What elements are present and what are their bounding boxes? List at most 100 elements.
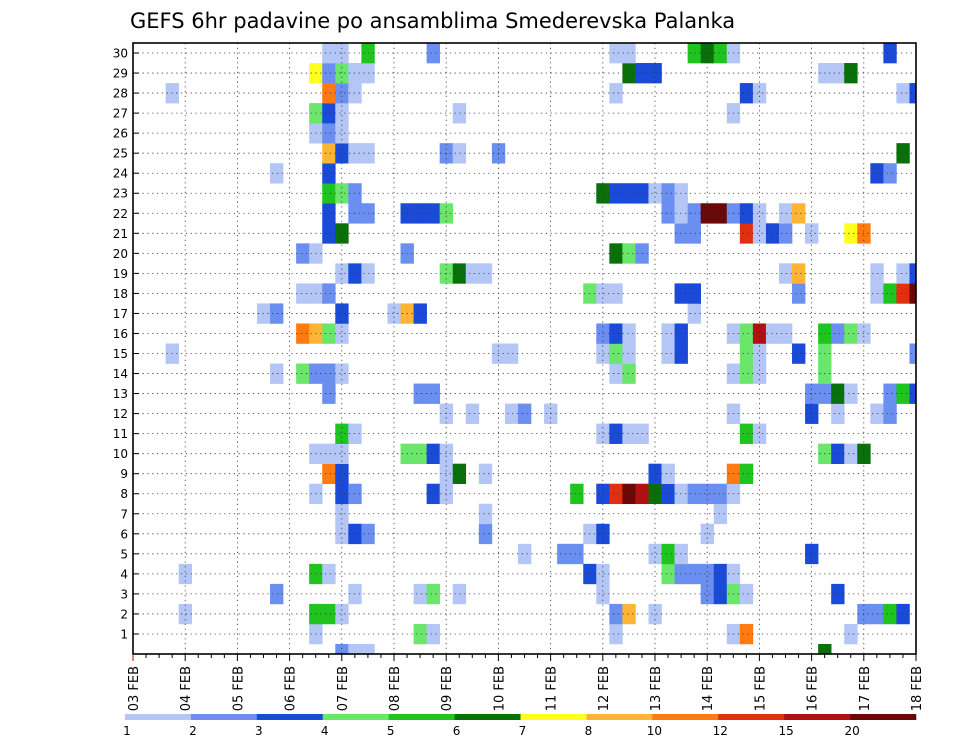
- heat-cell: [596, 583, 610, 605]
- heat-cell: [792, 343, 806, 364]
- heat-cell: [609, 423, 623, 444]
- heat-cell: [335, 83, 349, 104]
- heat-cell: [622, 243, 636, 264]
- heat-cell: [413, 203, 427, 224]
- x-tick-label: 17 FEB: [858, 666, 873, 711]
- heat-cell: [348, 423, 362, 444]
- heat-cell: [413, 623, 427, 645]
- heat-cell: [361, 43, 375, 64]
- heat-cell: [270, 363, 284, 384]
- heat-cell: [805, 223, 819, 244]
- heat-cell: [700, 483, 715, 505]
- legend-swatch: [388, 714, 455, 720]
- heat-cell: [778, 223, 793, 244]
- legend-label: 1: [123, 724, 131, 738]
- heat-cell: [439, 143, 454, 164]
- y-tick-label: 14: [113, 367, 128, 381]
- heat-cell: [687, 563, 701, 585]
- x-tick-label: 13 FEB: [649, 666, 664, 711]
- x-axis: 03 FEB 04 FEB 05 FEB 06 FEB 07 FEB 08 FEB 09 F…: [127, 654, 925, 711]
- heat-cell: [739, 423, 754, 444]
- y-tick-label: 20: [113, 247, 128, 261]
- heat-cell: [805, 543, 819, 565]
- heat-cell: [700, 563, 715, 585]
- heat-cell: [348, 583, 362, 605]
- legend-swatch: [718, 714, 785, 720]
- legend-swatch: [322, 714, 389, 720]
- y-axis: 1234567891011121314151617181920212223242…: [113, 47, 139, 641]
- heat-cell: [335, 63, 349, 84]
- heat-cell: [335, 483, 349, 505]
- y-tick-label: 2: [120, 607, 128, 621]
- y-tick-label: 29: [113, 67, 128, 81]
- heat-cell: [335, 223, 349, 244]
- heat-cell: [465, 263, 480, 284]
- heat-cell: [596, 483, 610, 505]
- x-tick-label: 06 FEB: [284, 666, 299, 711]
- heat-cell: [831, 323, 845, 344]
- heat-cell: [909, 383, 917, 404]
- legend-label: 20: [844, 724, 859, 738]
- y-tick-label: 22: [113, 207, 128, 221]
- heat-cell: [322, 83, 336, 104]
- heat-cell: [883, 403, 897, 424]
- heat-cell: [713, 563, 728, 585]
- chart-title: GEFS 6hr padavine po ansamblima Smederev…: [130, 9, 735, 33]
- y-tick-label: 28: [113, 87, 128, 101]
- heat-cell: [739, 343, 754, 364]
- heat-cell: [361, 643, 375, 655]
- y-tick-label: 11: [113, 427, 128, 441]
- heat-cell: [909, 343, 917, 364]
- legend-label: 10: [647, 724, 662, 738]
- heat-cell: [322, 383, 336, 404]
- legend-swatch: [850, 714, 917, 720]
- legend-label: 5: [387, 724, 395, 738]
- heat-cell: [661, 543, 675, 565]
- heat-cell: [687, 43, 701, 64]
- heat-cell: [322, 143, 336, 164]
- heat-cell: [361, 203, 375, 224]
- heat-cell: [348, 263, 362, 284]
- heat-cell: [517, 543, 532, 565]
- y-tick-label: 7: [120, 507, 128, 521]
- heat-cell: [739, 463, 754, 485]
- heat-cell: [896, 603, 910, 625]
- legend-label: 6: [453, 724, 461, 738]
- x-tick-label: 15 FEB: [753, 666, 768, 711]
- heat-cell: [439, 483, 454, 505]
- heat-cell: [322, 363, 336, 384]
- legend-label: 3: [255, 724, 263, 738]
- heat-cell: [596, 183, 610, 204]
- heat-cell: [818, 643, 832, 655]
- heat-cell: [504, 403, 519, 424]
- y-tick-label: 13: [113, 387, 128, 401]
- heat-cell: [570, 483, 584, 505]
- heat-cell: [322, 63, 336, 84]
- y-tick-label: 23: [113, 187, 128, 201]
- heat-cell: [596, 323, 610, 344]
- x-tick-label: 12 FEB: [597, 666, 612, 711]
- heat-cell: [596, 343, 610, 364]
- heat-cell: [348, 83, 362, 104]
- heat-cell: [661, 343, 675, 364]
- y-tick-label: 9: [120, 467, 128, 481]
- heat-cell: [439, 443, 454, 464]
- x-tick-label: 09 FEB: [440, 666, 455, 711]
- heat-cell: [504, 343, 519, 364]
- heat-cell: [478, 523, 493, 545]
- heat-cell: [361, 263, 375, 284]
- x-tick-label: 14 FEB: [701, 666, 716, 711]
- heat-cell: [661, 483, 675, 505]
- heat-cell: [622, 603, 636, 625]
- heat-cell: [661, 323, 675, 344]
- heat-cell: [426, 583, 440, 605]
- heat-cell: [296, 283, 310, 304]
- x-tick-label: 11 FEB: [545, 666, 560, 711]
- heat-cell: [844, 323, 858, 344]
- heat-cell: [322, 43, 336, 64]
- heat-cell: [752, 83, 767, 104]
- legend-swatch: [586, 714, 653, 720]
- heat-cell: [178, 603, 193, 625]
- heat-cell: [883, 603, 897, 625]
- heat-cell: [792, 263, 806, 284]
